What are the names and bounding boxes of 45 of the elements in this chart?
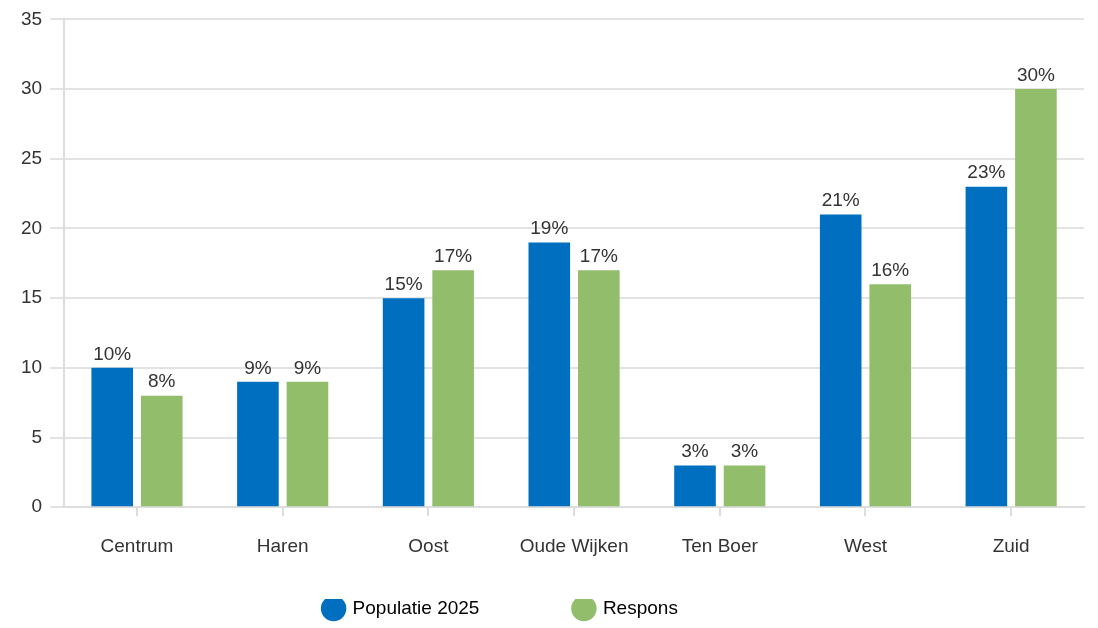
y-tick-label: 0 <box>31 495 43 517</box>
data-label: 17% <box>579 245 618 266</box>
bar <box>578 270 620 507</box>
bar <box>965 186 1008 507</box>
bar <box>674 465 716 507</box>
x-tick-label: Oost <box>408 534 450 556</box>
data-label: 8% <box>148 370 176 392</box>
bar <box>382 298 425 507</box>
data-label: 3% <box>730 440 759 462</box>
data-label: 9% <box>293 356 322 378</box>
y-tick-label: 5 <box>31 425 43 447</box>
data-label: 23% <box>967 161 1006 183</box>
data-label: 9% <box>244 356 272 378</box>
x-tick-label: Oude Wijken <box>519 534 629 556</box>
x-tick-label: Centrum <box>100 534 174 556</box>
bar <box>723 465 766 507</box>
x-tick-label: West <box>843 534 888 556</box>
bar <box>819 214 862 507</box>
y-tick-label: 20 <box>20 216 43 238</box>
y-tick-label: 30 <box>20 77 43 99</box>
data-label: 21% <box>821 189 860 211</box>
bar <box>1015 89 1057 507</box>
data-label: 10% <box>93 342 132 364</box>
bar <box>432 270 474 507</box>
y-tick-label: 35 <box>20 7 43 29</box>
y-tick-label: 25 <box>20 147 43 169</box>
y-tick-label: 10 <box>20 356 43 378</box>
legend-label: Respons <box>602 596 773 618</box>
x-tick-label: Haren <box>256 534 309 556</box>
bar <box>869 284 912 507</box>
y-tick-label: 15 <box>20 286 43 308</box>
data-label: 19% <box>530 217 569 239</box>
legend-label: Populatie 2025 <box>352 596 575 618</box>
bar <box>237 381 279 507</box>
data-label: 30% <box>1016 63 1056 85</box>
x-tick-label: Ten Boer <box>681 534 759 556</box>
data-label: 3% <box>681 440 709 462</box>
bar <box>286 381 329 507</box>
bar <box>528 242 571 507</box>
x-tick-label: Zuid <box>992 534 1030 556</box>
bar <box>140 395 183 507</box>
data-label: 15% <box>384 272 423 294</box>
data-label: 17% <box>434 245 473 266</box>
bar <box>91 367 134 507</box>
data-label: 16% <box>871 258 910 280</box>
